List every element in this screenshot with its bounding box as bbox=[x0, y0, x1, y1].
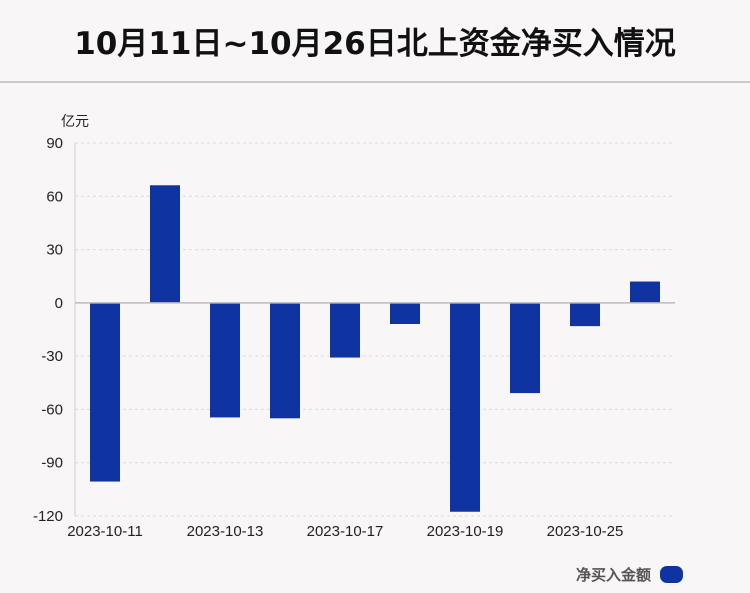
bar bbox=[510, 302, 540, 394]
y-tick-label: 90 bbox=[46, 135, 63, 152]
bar bbox=[390, 302, 420, 324]
y-axis-unit: 亿元 bbox=[61, 114, 89, 130]
bar bbox=[330, 302, 360, 358]
x-tick-label: 2023-10-13 bbox=[187, 523, 264, 540]
x-tick-label: 2023-10-19 bbox=[427, 523, 504, 540]
y-tick-label: 0 bbox=[55, 295, 63, 312]
legend: 净买入金额 bbox=[576, 564, 684, 585]
bar bbox=[210, 302, 240, 418]
bar bbox=[90, 302, 120, 482]
title-divider bbox=[0, 81, 750, 83]
bar bbox=[450, 302, 480, 512]
chart-title: 10月11日~10月26日北上资金净买入情况 bbox=[74, 26, 676, 62]
bar bbox=[570, 302, 600, 327]
x-tick-label: 2023-10-11 bbox=[67, 523, 143, 540]
x-tick-label: 2023-10-17 bbox=[307, 523, 384, 540]
legend-swatch bbox=[660, 566, 684, 583]
bar bbox=[630, 281, 660, 303]
y-tick-label: -60 bbox=[41, 401, 63, 418]
x-tick-label: 2023-10-25 bbox=[547, 523, 624, 540]
y-tick-label: 30 bbox=[46, 242, 63, 259]
bar bbox=[150, 185, 180, 303]
y-tick-label: 60 bbox=[46, 188, 63, 205]
y-tick-label: -120 bbox=[33, 508, 63, 525]
y-tick-label: -90 bbox=[41, 455, 63, 472]
legend-label: 净买入金额 bbox=[576, 566, 652, 584]
y-tick-label: -30 bbox=[41, 348, 63, 365]
bar bbox=[270, 302, 300, 419]
